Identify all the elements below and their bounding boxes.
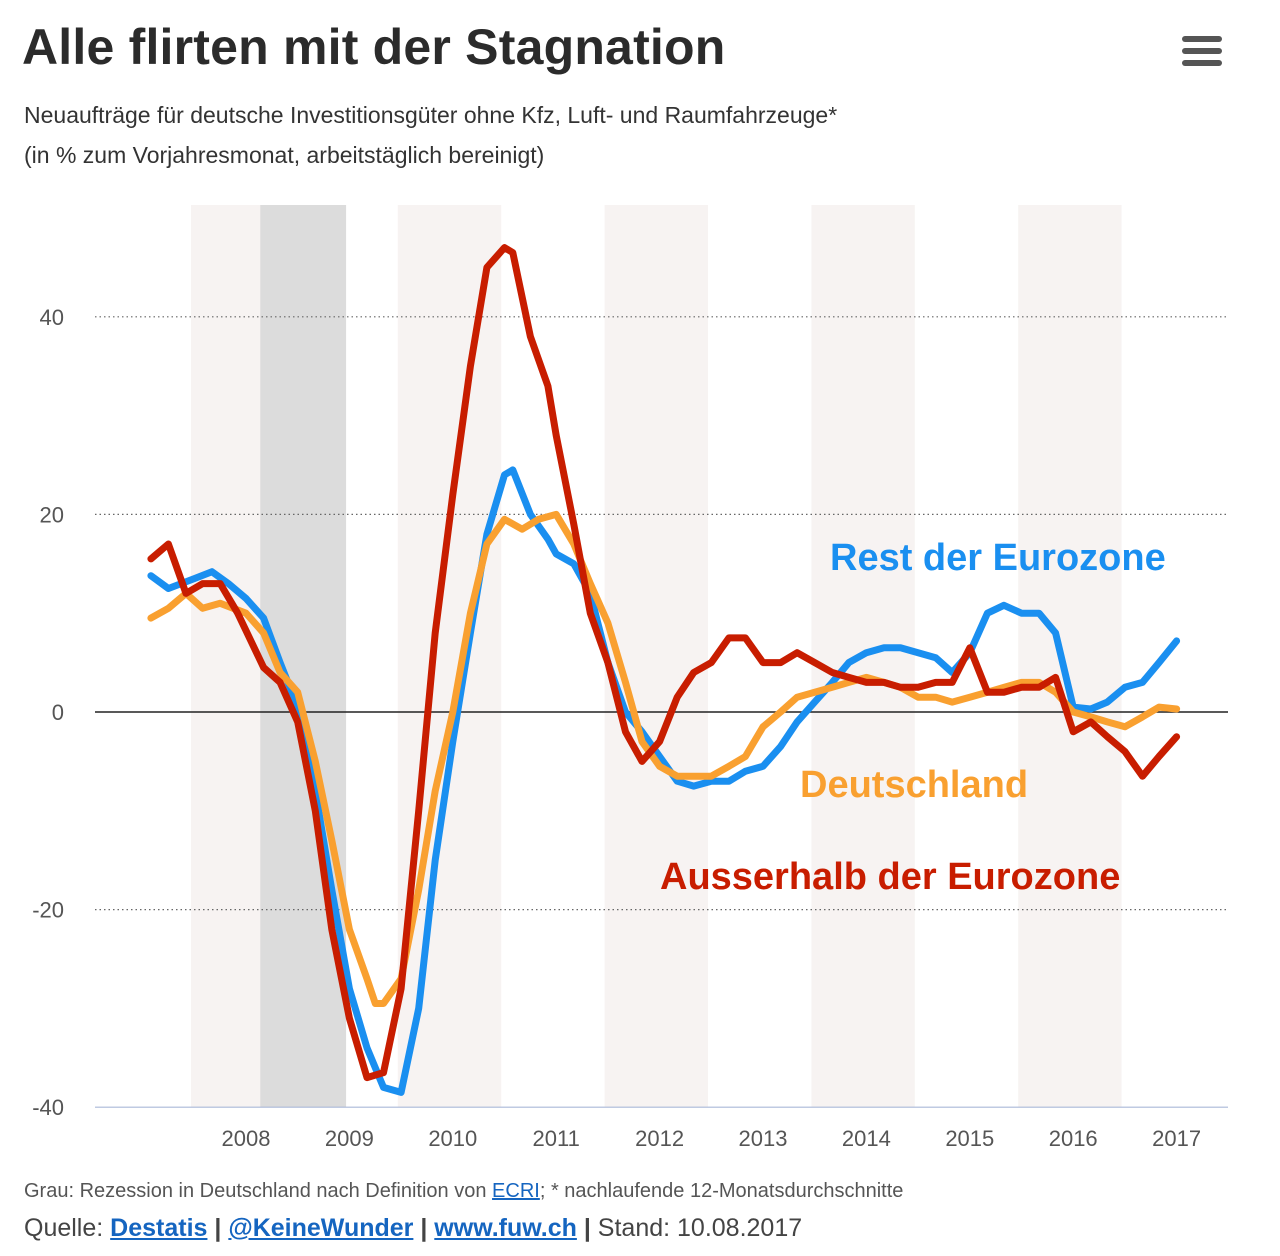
x-tick-label: 2011 (533, 1126, 580, 1151)
y-axis-group: -40 -20 0 20 40 (32, 305, 64, 1120)
x-tick-label: 2008 (222, 1126, 271, 1151)
footnote-prefix: Grau: Rezession in Deutschland nach Defi… (24, 1180, 493, 1202)
stand-date: Stand: 10.08.2017 (597, 1214, 803, 1242)
x-tick-label: 2012 (635, 1126, 684, 1151)
subtitle-line-2: (in % zum Vorjahresmonat, arbeitstäglich… (24, 142, 545, 168)
y-tick-label: -40 (32, 1095, 64, 1120)
x-tick-label: 2015 (945, 1126, 994, 1151)
x-tick-label: 2014 (842, 1126, 891, 1151)
annotation-deutschland: Deutschland (800, 764, 1028, 806)
annotation-rest-der-eurozone: Rest der Eurozone (830, 537, 1166, 579)
source-line: Quelle: Destatis | @KeineWunder | www.fu… (24, 1214, 802, 1243)
separator: | (420, 1214, 428, 1242)
year-shading-band (604, 205, 708, 1107)
separator: | (214, 1214, 222, 1242)
menu-bar (1182, 48, 1222, 54)
gridlines-group (95, 316, 1228, 1108)
ecri-link[interactable]: ECRI (492, 1180, 540, 1202)
y-tick-label: -20 (32, 898, 64, 923)
y-tick-label: 0 (52, 700, 64, 725)
footnote-suffix: ; * nachlaufende 12-Monatsdurchschnitte (539, 1180, 904, 1202)
series-line-rest-der-eurozone (147, 466, 1181, 1096)
fuw-link[interactable]: www.fuw.ch (434, 1214, 577, 1242)
chart-title: Alle flirten mit der Stagnation (22, 19, 726, 75)
x-tick-label: 2017 (1152, 1126, 1201, 1151)
subtitle-line-1: Neuaufträge für deutsche Investitionsgüt… (24, 102, 838, 128)
annotation-ausserhalb-der-eurozone: Ausserhalb der Eurozone (660, 856, 1120, 898)
series-line-deutschland (147, 510, 1181, 1007)
x-tick-label: 2016 (1049, 1126, 1098, 1151)
line-chart: -40 -20 0 20 40 2008 2009 2010 2011 2012 2013 2014… (32, 205, 1228, 1151)
chart-subtitle: Neuaufträge für deutsche Investitionsgüt… (24, 95, 837, 175)
y-tick-label: 40 (40, 305, 64, 330)
y-tick-label: 20 (40, 502, 64, 527)
destatis-link[interactable]: Destatis (110, 1214, 208, 1242)
menu-bar (1182, 60, 1222, 66)
year-shading-band (397, 205, 502, 1107)
x-tick-label: 2010 (428, 1126, 477, 1151)
footnote: Grau: Rezession in Deutschland nach Defi… (24, 1180, 903, 1203)
x-tick-label: 2009 (325, 1126, 374, 1151)
hamburger-menu-icon[interactable] (1182, 36, 1222, 66)
x-tick-label: 2013 (739, 1126, 788, 1151)
year-shading-band (1018, 205, 1122, 1107)
source-label: Quelle: (24, 1214, 111, 1242)
year-shading-group (191, 205, 1122, 1107)
series-line-ausserhalb-der-eurozone (147, 244, 1181, 1082)
x-axis-group: 2008 2009 2010 2011 2012 2013 2014 2015 2016 2017 (222, 1126, 1202, 1151)
series-group (147, 244, 1181, 1096)
menu-bar (1182, 36, 1222, 42)
keinewunder-link[interactable]: @KeineWunder (228, 1214, 414, 1242)
separator: | (583, 1214, 591, 1242)
